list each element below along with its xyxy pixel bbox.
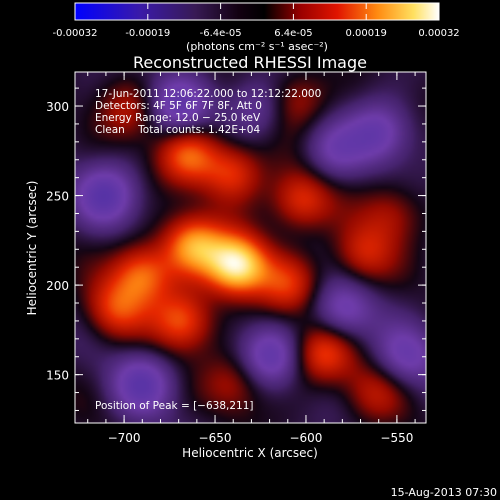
footer-date: 15-Aug-2013 07:30 — [391, 486, 497, 499]
y-axis-label: Heliocentric Y (arcsec) — [25, 181, 39, 316]
heatmap-image — [75, 72, 426, 423]
colorbar: -0.00032 -0.00019 -6.4e-05 6.4e-05 0.00019 0.… — [53, 2, 460, 53]
colorbar-tick-label: 0.00032 — [418, 28, 459, 39]
colorbar-tick-label: 6.4e-05 — [274, 28, 312, 39]
annotation-detectors: Detectors: 4F 5F 6F 7F 8F, Att 0 — [95, 100, 262, 112]
y-tick-label: 150 — [46, 369, 69, 383]
plot-frame — [74, 71, 427, 424]
annotation-clean-counts: Clean Total counts: 1.42E+04 — [95, 124, 260, 136]
chart-title: Reconstructed RHESSI Image — [133, 53, 367, 72]
colorbar-tick-label: -0.00019 — [125, 28, 170, 39]
colorbar-tick-label: -6.4e-05 — [200, 28, 242, 39]
image-plot: −700 −650 −600 −550 150 200 250 300 — [46, 71, 427, 445]
colorbar-tick-label: -0.00032 — [53, 28, 98, 39]
annotation-energy-range: Energy Range: 12.0 − 25.0 keV — [95, 112, 261, 124]
x-tick-label: −600 — [289, 431, 322, 445]
y-tick-label: 200 — [46, 279, 69, 293]
x-tick-label: −700 — [108, 431, 141, 445]
annotation-peak-position: Position of Peak = [−638,211] — [95, 400, 254, 412]
colorbar-tick-label: 0.00019 — [346, 28, 387, 39]
colorbar-unit-label: (photons cm⁻² s⁻¹ asec⁻²) — [186, 40, 328, 53]
heatmap-raster — [75, 72, 426, 423]
x-tick-label: −650 — [199, 431, 232, 445]
x-axis-label: Heliocentric X (arcsec) — [182, 446, 318, 460]
colorbar-gradient — [74, 2, 440, 21]
image-annotations: 17-Jun-2011 12:06:22.000 to 12:12:22.000… — [95, 88, 321, 412]
y-tick-label: 250 — [46, 190, 69, 204]
colorbar-ticks: -0.00032 -0.00019 -6.4e-05 6.4e-05 0.00019 0.… — [53, 3, 460, 39]
annotation-time-range: 17-Jun-2011 12:06:22.000 to 12:12:22.000 — [95, 88, 321, 100]
y-tick-label: 300 — [46, 100, 69, 114]
axis-ticks: −700 −650 −600 −550 150 200 250 300 — [46, 72, 426, 445]
x-tick-label: −550 — [380, 431, 413, 445]
